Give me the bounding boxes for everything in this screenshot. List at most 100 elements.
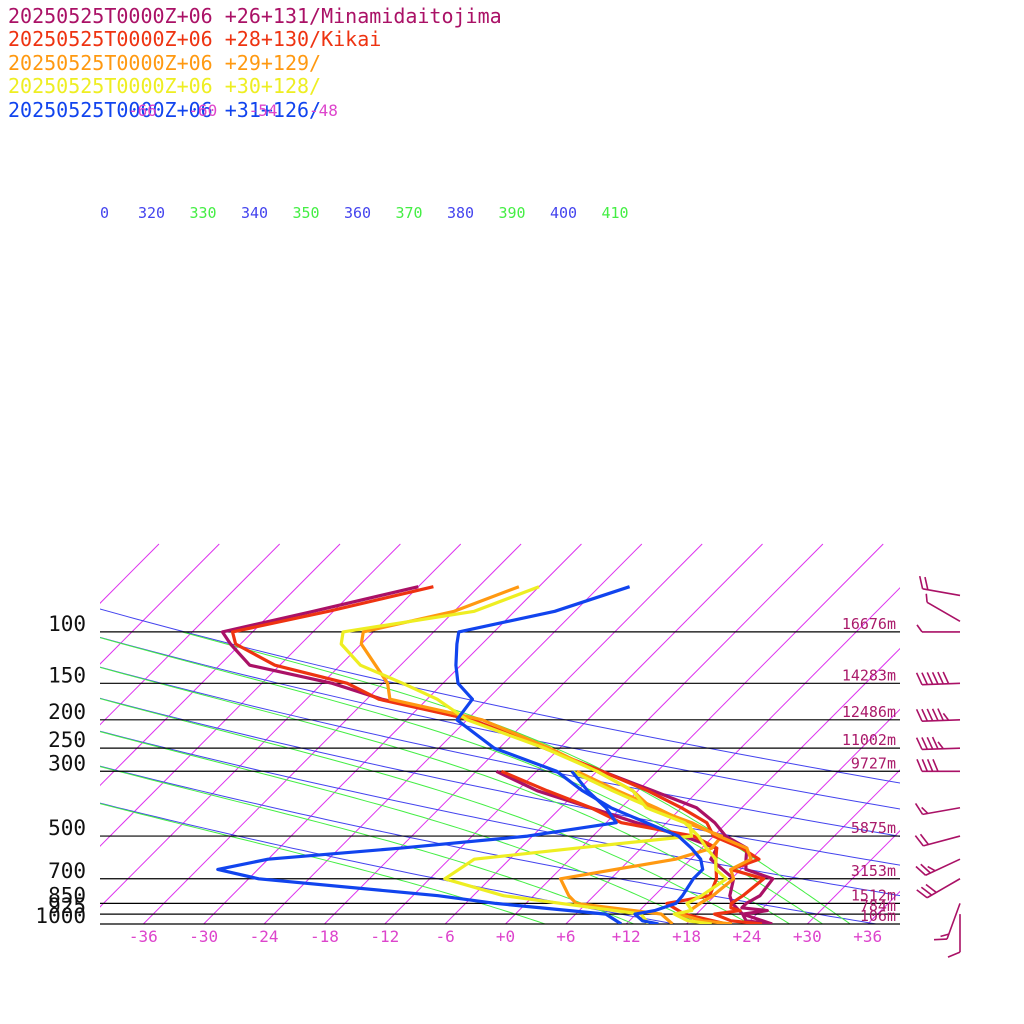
moist-adiabat-lines: [100, 631, 852, 924]
wind-barb-feather: [937, 671, 945, 685]
temperature-profile: [220, 585, 775, 924]
height-label: 9727m: [851, 754, 896, 772]
isotherm-line: [203, 543, 582, 924]
theta-label: 340: [241, 204, 268, 222]
dry-adiabat-lines: [100, 608, 900, 924]
legend-item: 20250525T0000Z+06 +26+131/Minamidaitojim…: [8, 4, 502, 28]
wind-barb-feather: [926, 736, 934, 750]
temperature-tick-label: +12: [612, 927, 641, 946]
wind-barb: [918, 575, 961, 597]
height-label: 1512m: [851, 886, 896, 904]
wind-barb: [915, 736, 961, 751]
temperature-tick-label: +0: [496, 927, 515, 946]
dry-adiabat-line: [100, 666, 900, 837]
theta-label: 390: [498, 204, 525, 222]
wind-barb-feather: [915, 865, 927, 876]
wind-barb-feather: [931, 671, 939, 685]
isotherm-top-label: -66: [128, 101, 157, 120]
wind-barb-staff: [926, 601, 961, 623]
wind-barb-feather: [921, 737, 929, 750]
dry-adiabat-line: [100, 608, 900, 784]
legend-item: 20250525T0000Z+06 +31+126/: [8, 97, 322, 122]
wind-barb-staff: [921, 747, 961, 751]
wind-barbs: [914, 575, 961, 958]
wind-barb-feather: [932, 758, 939, 772]
dry-adiabat-line: [100, 802, 678, 924]
moist-adiabat-line: [100, 698, 751, 924]
wind-barb: [947, 914, 961, 958]
wind-barb: [916, 758, 960, 773]
moist-adiabat-line: [100, 731, 701, 924]
wind-barb-feather: [915, 709, 923, 722]
wind-barb-feather: [919, 833, 930, 846]
wind-barb-staff: [925, 858, 961, 876]
wind-barb-feather: [924, 576, 929, 590]
temperature-profile: [230, 585, 766, 924]
pressure-label: 700: [48, 859, 86, 883]
height-label: 16676m: [842, 615, 896, 633]
pressure-label: 1000: [35, 904, 86, 928]
wind-barb-feather: [940, 933, 950, 938]
wind-barb-feather: [921, 758, 929, 772]
temperature-tick-label: +18: [672, 927, 701, 946]
wind-barb-feather: [921, 708, 929, 722]
height-label: 3153m: [851, 862, 896, 880]
height-label: 106m: [860, 907, 896, 925]
isotherm-line: [100, 543, 401, 847]
wind-barb-feather: [921, 672, 929, 685]
wind-barb-feather: [947, 951, 961, 958]
temperature-profile: [339, 585, 729, 924]
temperature-tick-label: -18: [310, 927, 339, 946]
wind-barb-feather: [918, 575, 924, 589]
wind-barb-feather: [926, 672, 934, 685]
wind-barb-staff: [921, 682, 961, 686]
moist-adiabat-line: [100, 803, 547, 924]
moist-adiabat-line: [100, 666, 791, 924]
isotherm-line: [100, 543, 341, 787]
wind-barb-feather: [920, 863, 931, 874]
theta-label: 330: [189, 204, 216, 222]
isotherm-line: [384, 543, 763, 924]
height-label: 14283m: [842, 666, 896, 684]
pressure-label: 925: [48, 894, 86, 918]
isotherm-line: [100, 543, 462, 908]
theta-label: 320: [138, 204, 165, 222]
pressure-label: 150: [48, 663, 86, 687]
wind-barb-feather: [914, 835, 924, 847]
isotherm-line: [505, 543, 884, 924]
wind-barb: [916, 878, 961, 899]
wind-barb: [915, 858, 961, 876]
dry-adiabat-line: [100, 765, 880, 924]
theta-label: 380: [447, 204, 474, 222]
dry-adiabat-line: [100, 730, 900, 897]
wind-barb-feather: [927, 865, 936, 872]
wind-barb-feather: [914, 802, 924, 815]
wind-barb-feather: [942, 671, 950, 685]
wind-barb-staff: [922, 806, 961, 816]
wind-barb-staff: [921, 719, 961, 722]
pressure-label: 200: [48, 700, 86, 724]
height-label: 11002m: [842, 731, 896, 749]
wind-barb: [916, 624, 960, 633]
wind-barb-feather: [937, 708, 945, 721]
wind-barb: [914, 833, 961, 847]
wind-barb: [914, 802, 961, 816]
wind-barb-staff: [946, 903, 961, 940]
moist-adiabat-line: [100, 766, 635, 924]
height-label: 5875m: [851, 819, 896, 837]
isotherm-line: [100, 543, 281, 726]
pressure-label: 850: [48, 883, 86, 907]
isotherm-line: [142, 543, 522, 924]
wind-barb-feather: [925, 593, 928, 603]
theta-label: 360: [344, 204, 371, 222]
temperature-tick-label: +30: [793, 927, 822, 946]
dry-adiabat-line: [100, 636, 900, 810]
isotherm-line: [565, 587, 900, 924]
legend-item: 20250525T0000Z+06 +28+130/Kikai: [8, 27, 382, 52]
height-label: 784m: [860, 897, 896, 915]
legend-item: 20250525T0000Z+06 +29+129/: [8, 50, 322, 75]
theta-label: 400: [550, 204, 577, 222]
isotherm-line: [100, 543, 220, 665]
theta-label: 350: [292, 204, 319, 222]
legend: 20250525T0000Z+06 +26+131/Minamidaitojim…: [8, 4, 502, 122]
